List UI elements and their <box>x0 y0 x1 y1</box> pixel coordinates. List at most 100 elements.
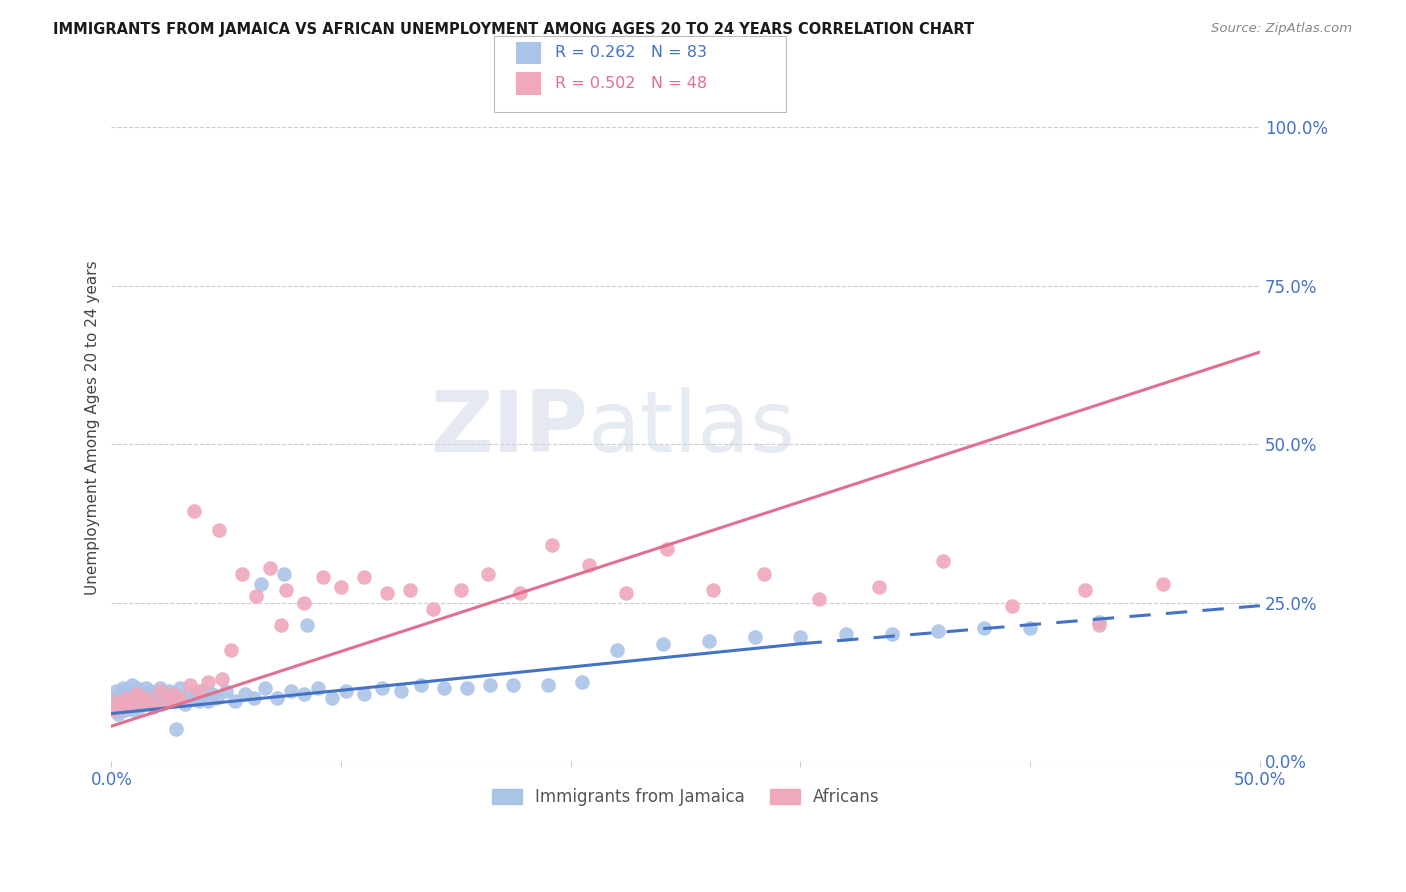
Point <box>125 681 148 695</box>
Point <box>215 684 238 698</box>
Point <box>330 580 353 594</box>
Point <box>243 690 266 705</box>
Point <box>702 582 724 597</box>
Point <box>118 700 141 714</box>
Point <box>450 582 472 597</box>
Point <box>1074 582 1097 597</box>
Point <box>578 558 600 572</box>
Point <box>149 681 172 695</box>
Point <box>117 694 139 708</box>
Point <box>266 690 288 705</box>
Point <box>233 688 256 702</box>
Point <box>117 690 139 705</box>
Point <box>371 681 394 695</box>
Text: Source: ZipAtlas.com: Source: ZipAtlas.com <box>1212 22 1353 36</box>
Point <box>274 582 297 597</box>
Point <box>197 674 219 689</box>
Point <box>231 567 253 582</box>
Point <box>160 694 183 708</box>
Text: ZIP: ZIP <box>430 386 588 470</box>
Point <box>433 681 456 695</box>
Point <box>571 674 593 689</box>
Point <box>174 697 197 711</box>
Point <box>103 694 125 708</box>
Point <box>353 570 375 584</box>
Point <box>208 523 231 537</box>
Point <box>179 688 201 702</box>
Point <box>124 684 146 698</box>
Point <box>193 684 215 698</box>
Point <box>752 567 775 582</box>
Point <box>162 688 184 702</box>
Legend: Immigrants from Jamaica, Africans: Immigrants from Jamaica, Africans <box>485 781 886 813</box>
Point <box>1001 599 1024 613</box>
Point <box>107 690 129 705</box>
Point <box>1088 617 1111 632</box>
Point <box>292 596 315 610</box>
Point <box>135 694 157 708</box>
Point <box>541 539 564 553</box>
Point <box>169 681 191 695</box>
Point <box>201 688 224 702</box>
Point <box>307 681 329 695</box>
Point <box>1152 576 1174 591</box>
Point <box>125 688 148 702</box>
Point <box>165 723 187 737</box>
Text: atlas: atlas <box>588 386 796 470</box>
Point <box>292 688 315 702</box>
Text: R = 0.502   N = 48: R = 0.502 N = 48 <box>555 76 707 91</box>
Point <box>139 684 162 698</box>
Point <box>187 694 209 708</box>
Point <box>105 684 128 698</box>
Point <box>165 690 187 705</box>
Point <box>169 690 191 705</box>
Point <box>280 684 302 698</box>
Point <box>132 697 155 711</box>
Point <box>105 703 128 717</box>
Point <box>614 586 637 600</box>
Point <box>411 678 433 692</box>
Point <box>110 688 132 702</box>
Point <box>121 697 143 711</box>
Point <box>121 697 143 711</box>
Point <box>932 554 955 568</box>
Point <box>973 621 995 635</box>
Point <box>927 624 949 638</box>
Point <box>1088 615 1111 629</box>
Point <box>479 678 502 692</box>
Point <box>273 567 295 582</box>
Point <box>111 700 134 714</box>
Point <box>110 700 132 714</box>
Point <box>128 690 150 705</box>
Point <box>111 697 134 711</box>
Point <box>150 697 173 711</box>
Point <box>868 580 890 594</box>
Point <box>124 703 146 717</box>
Y-axis label: Unemployment Among Ages 20 to 24 years: Unemployment Among Ages 20 to 24 years <box>86 260 100 596</box>
Point <box>270 617 292 632</box>
Point <box>335 684 357 698</box>
Point <box>142 700 165 714</box>
Point <box>135 690 157 705</box>
Point <box>117 684 139 698</box>
Point <box>125 694 148 708</box>
Point <box>651 637 673 651</box>
Point <box>456 681 478 695</box>
Point <box>111 681 134 695</box>
Point <box>537 678 560 692</box>
Point <box>135 681 157 695</box>
Point <box>157 684 180 698</box>
Point <box>129 694 152 708</box>
Point <box>143 694 166 708</box>
Point <box>245 589 267 603</box>
Point <box>107 694 129 708</box>
Point <box>389 684 412 698</box>
Point <box>1019 621 1042 635</box>
Point <box>183 690 205 705</box>
Point <box>882 627 904 641</box>
Point <box>353 688 375 702</box>
Point <box>205 690 228 705</box>
Point <box>219 643 242 657</box>
Point <box>606 643 628 657</box>
Point <box>114 703 136 717</box>
